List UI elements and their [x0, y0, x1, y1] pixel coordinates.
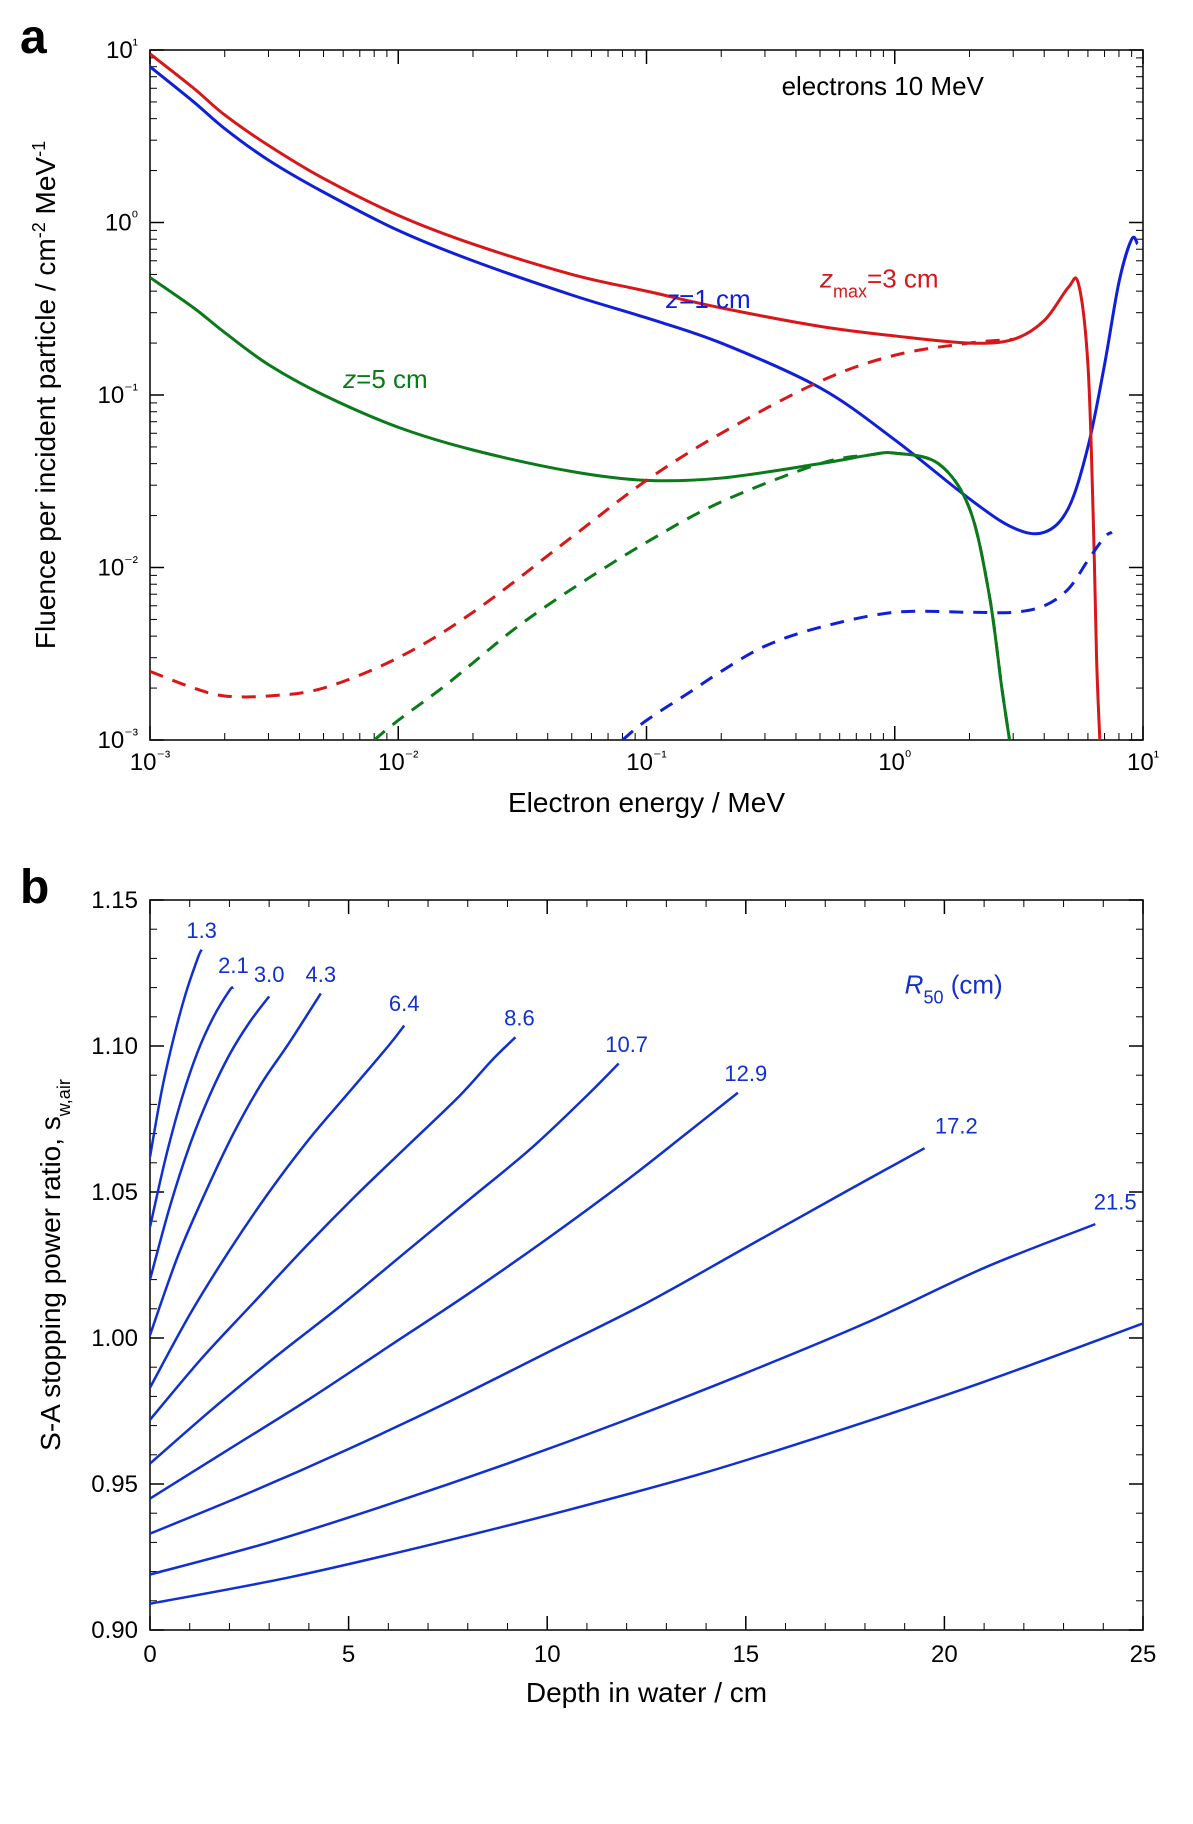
svg-text:Fluence per incident particle: Fluence per incident particle / cm-2 MeV…: [29, 141, 61, 649]
svg-text:10⁻²: 10⁻²: [378, 749, 419, 777]
svg-text:4.3: 4.3: [305, 962, 336, 987]
svg-text:2.1: 2.1: [218, 953, 249, 978]
svg-text:10: 10: [534, 1641, 561, 1668]
svg-text:25: 25: [1130, 1641, 1157, 1668]
svg-text:17.2: 17.2: [935, 1114, 978, 1139]
svg-text:Depth in water / cm: Depth in water / cm: [526, 1677, 767, 1708]
svg-text:10⁻³: 10⁻³: [130, 749, 171, 777]
svg-text:R50 (cm): R50 (cm): [905, 969, 1003, 1007]
svg-text:1.15: 1.15: [91, 887, 138, 914]
svg-text:8.6: 8.6: [504, 1006, 535, 1031]
svg-text:10⁻²: 10⁻²: [98, 554, 139, 582]
svg-text:10⁻¹: 10⁻¹: [626, 749, 666, 777]
chart-b-svg: 0 5 10 15 20 25 0.90 0.95 1.00 1.05 1.10 1.15 Depth …: [20, 870, 1173, 1720]
svg-text:3.0: 3.0: [254, 962, 285, 987]
panel-a-label: a: [20, 10, 47, 65]
svg-text:S-A stopping power ratio, sw,a: S-A stopping power ratio, sw,air: [35, 1079, 74, 1451]
svg-text:6.4: 6.4: [389, 991, 420, 1016]
svg-text:1.00: 1.00: [91, 1325, 138, 1352]
svg-text:Electron energy / MeV: Electron energy / MeV: [508, 787, 785, 818]
svg-text:10⁰: 10⁰: [105, 209, 138, 237]
svg-text:5: 5: [342, 1641, 355, 1668]
svg-text:20: 20: [931, 1641, 958, 1668]
svg-text:10⁰: 10⁰: [878, 749, 911, 777]
svg-text:10¹: 10¹: [1127, 749, 1159, 777]
svg-text:1.10: 1.10: [91, 1033, 138, 1060]
svg-text:z=5 cm: z=5 cm: [342, 364, 428, 394]
panel-b-label: b: [20, 860, 49, 915]
svg-text:0.95: 0.95: [91, 1471, 138, 1498]
svg-text:1.05: 1.05: [91, 1179, 138, 1206]
svg-text:12.9: 12.9: [724, 1061, 767, 1086]
panel-a: a 10⁻³10⁻²10⁻¹10⁰10¹10⁻³10⁻²10⁻¹10⁰10¹El…: [20, 20, 1173, 830]
svg-text:10⁻¹: 10⁻¹: [98, 382, 138, 410]
svg-text:electrons 10 MeV: electrons 10 MeV: [782, 71, 985, 101]
svg-text:10¹: 10¹: [106, 37, 138, 65]
panel-b: b 05101520250.900.951.001.051.101.15Dept…: [20, 870, 1173, 1720]
svg-text:0: 0: [143, 1641, 156, 1668]
svg-text:zmax=3 cm: zmax=3 cm: [819, 263, 939, 301]
svg-text:z=1 cm: z=1 cm: [665, 284, 751, 314]
svg-text:15: 15: [732, 1641, 759, 1668]
svg-text:0.90: 0.90: [91, 1617, 138, 1644]
svg-text:1.3: 1.3: [186, 918, 217, 943]
svg-text:10.7: 10.7: [605, 1032, 648, 1057]
svg-text:21.5: 21.5: [1094, 1190, 1137, 1215]
figure-container: a 10⁻³10⁻²10⁻¹10⁰10¹10⁻³10⁻²10⁻¹10⁰10¹El…: [20, 20, 1173, 1720]
chart-a-svg: 10⁻³10⁻²10⁻¹10⁰10¹10⁻³10⁻²10⁻¹10⁰10¹Elec…: [20, 20, 1173, 830]
